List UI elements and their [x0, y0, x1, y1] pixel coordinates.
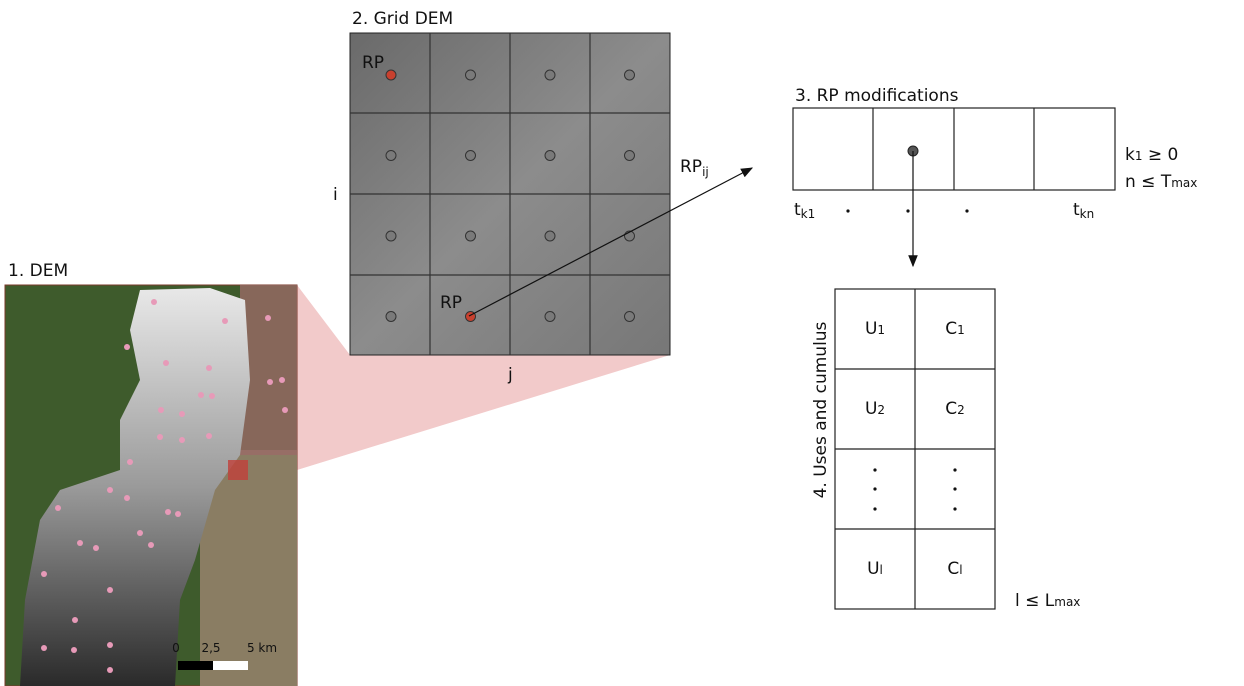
dem-map — [5, 285, 297, 686]
rp-point — [545, 151, 555, 161]
modifications-title: 3. RP modifications — [795, 86, 959, 106]
label-sub: max — [1054, 595, 1080, 609]
label-base: RP — [680, 157, 702, 177]
label-rest: ≥ 0 — [1143, 145, 1179, 165]
rp-point — [386, 151, 396, 161]
label-sub: k1 — [801, 207, 816, 221]
label-base: C — [947, 559, 959, 579]
condition: k1 ≥ 0 — [1125, 145, 1178, 165]
cell-label: C2 — [945, 399, 965, 419]
label-base: U — [865, 319, 877, 339]
diagram: 1. DEM 0 2,5 5 km 2. Grid DEM RP RP i — [0, 0, 1244, 686]
rp-point — [466, 70, 476, 80]
cell-label: U2 — [865, 399, 885, 419]
scale-label: 0 — [172, 641, 180, 655]
arrow-label: RPij — [680, 157, 709, 179]
cell-label: Cl — [947, 559, 962, 579]
label-sub: kn — [1080, 207, 1095, 221]
rp-point — [386, 312, 396, 322]
dem-title: 1. DEM — [8, 261, 68, 281]
label-sub: 2 — [877, 403, 885, 417]
rp-point-selected — [386, 70, 396, 80]
label-sub: 1 — [1135, 149, 1143, 163]
label-base: C — [945, 319, 957, 339]
label-sub: ij — [702, 165, 709, 179]
label-sub: l — [880, 563, 883, 577]
scale-label: 5 km — [247, 641, 277, 655]
cell-label: U1 — [865, 319, 885, 339]
start-label: tk1 — [794, 200, 815, 221]
rp-point — [545, 231, 555, 241]
grid-title: 2. Grid DEM — [352, 9, 453, 29]
ellipsis — [846, 209, 968, 212]
label-base: U — [865, 399, 877, 419]
uses-title: 4. Uses and cumulus — [811, 321, 831, 498]
rp-point — [386, 231, 396, 241]
label-base: l ≤ L — [1015, 591, 1055, 611]
uses-lines — [835, 289, 995, 609]
label-sub: l — [959, 563, 962, 577]
rp-point — [545, 70, 555, 80]
rp-point — [466, 231, 476, 241]
rp-label: RP — [362, 53, 384, 73]
rp-point — [625, 312, 635, 322]
scale-label: 2,5 — [201, 641, 220, 655]
label-base: k — [1125, 145, 1135, 165]
rp-point — [625, 151, 635, 161]
condition: n ≤ Tmax — [1125, 172, 1197, 192]
label-base: U — [867, 559, 879, 579]
label-sub: max — [1171, 176, 1197, 190]
end-label: tkn — [1073, 200, 1094, 221]
uses-condition: l ≤ Lmax — [1015, 591, 1080, 611]
cell-label: C1 — [945, 319, 965, 339]
label-sub: 1 — [877, 323, 885, 337]
rp-point — [545, 312, 555, 322]
cell-label: Ul — [867, 559, 883, 579]
label-base: n ≤ T — [1125, 172, 1172, 192]
rp-label: RP — [440, 293, 462, 313]
modifications-lines — [873, 108, 1034, 190]
label-sub: 1 — [957, 323, 965, 337]
rp-point — [466, 151, 476, 161]
rp-point — [625, 70, 635, 80]
label-base: C — [945, 399, 957, 419]
row-axis: i — [333, 185, 338, 205]
col-axis: j — [507, 365, 513, 385]
label-sub: 2 — [957, 403, 965, 417]
